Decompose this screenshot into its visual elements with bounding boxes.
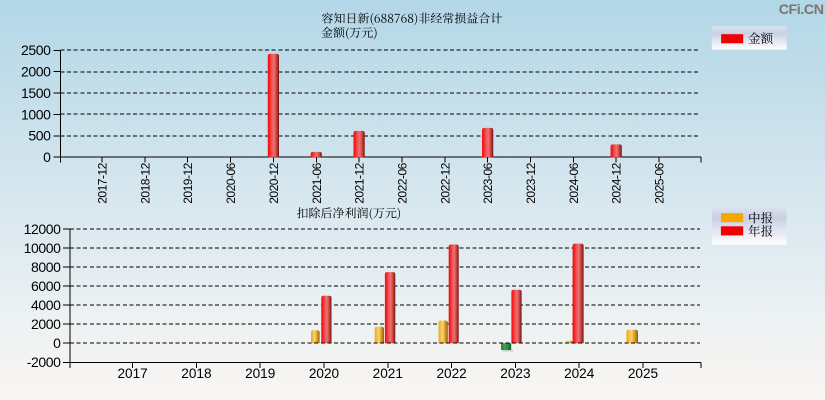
svg-text:500: 500 bbox=[28, 128, 51, 144]
svg-text:2018: 2018 bbox=[181, 366, 211, 381]
svg-text:2017: 2017 bbox=[117, 366, 147, 381]
svg-text:1500: 1500 bbox=[21, 85, 51, 101]
svg-text:2000: 2000 bbox=[31, 316, 61, 332]
svg-text:2024-06: 2024-06 bbox=[567, 162, 581, 203]
svg-text:2025-06: 2025-06 bbox=[653, 162, 667, 203]
svg-text:2021-06: 2021-06 bbox=[310, 162, 324, 203]
svg-text:2020-12: 2020-12 bbox=[267, 162, 281, 203]
svg-text:-2000: -2000 bbox=[27, 354, 61, 370]
svg-text:2022-06: 2022-06 bbox=[395, 162, 409, 203]
svg-text:0: 0 bbox=[53, 335, 61, 351]
svg-text:2021-12: 2021-12 bbox=[353, 162, 367, 203]
svg-text:8000: 8000 bbox=[31, 259, 61, 275]
svg-text:2022-12: 2022-12 bbox=[438, 162, 452, 203]
svg-text:2020: 2020 bbox=[309, 366, 340, 381]
svg-text:2023-06: 2023-06 bbox=[481, 162, 495, 203]
svg-text:2023-12: 2023-12 bbox=[524, 162, 538, 203]
svg-text:2019-12: 2019-12 bbox=[181, 162, 195, 203]
svg-text:2022: 2022 bbox=[436, 366, 466, 381]
svg-text:10000: 10000 bbox=[24, 240, 62, 256]
svg-text:2021: 2021 bbox=[373, 366, 403, 381]
svg-text:2023: 2023 bbox=[500, 366, 530, 381]
svg-text:2017-12: 2017-12 bbox=[96, 162, 110, 203]
svg-text:0: 0 bbox=[43, 149, 51, 165]
svg-text:2024-12: 2024-12 bbox=[610, 162, 624, 203]
svg-text:1000: 1000 bbox=[21, 106, 51, 122]
svg-text:CFi.CN: CFi.CN bbox=[779, 2, 824, 18]
svg-text:6000: 6000 bbox=[31, 278, 61, 294]
svg-text:2018-12: 2018-12 bbox=[138, 162, 152, 203]
svg-text:12000: 12000 bbox=[24, 221, 62, 237]
svg-text:2500: 2500 bbox=[21, 42, 51, 58]
svg-text:2024: 2024 bbox=[564, 366, 595, 381]
svg-text:2000: 2000 bbox=[21, 64, 51, 80]
svg-text:2020-06: 2020-06 bbox=[224, 162, 238, 203]
svg-text:2019: 2019 bbox=[245, 366, 275, 381]
svg-text:4000: 4000 bbox=[31, 297, 61, 313]
svg-text:2025: 2025 bbox=[628, 366, 658, 381]
